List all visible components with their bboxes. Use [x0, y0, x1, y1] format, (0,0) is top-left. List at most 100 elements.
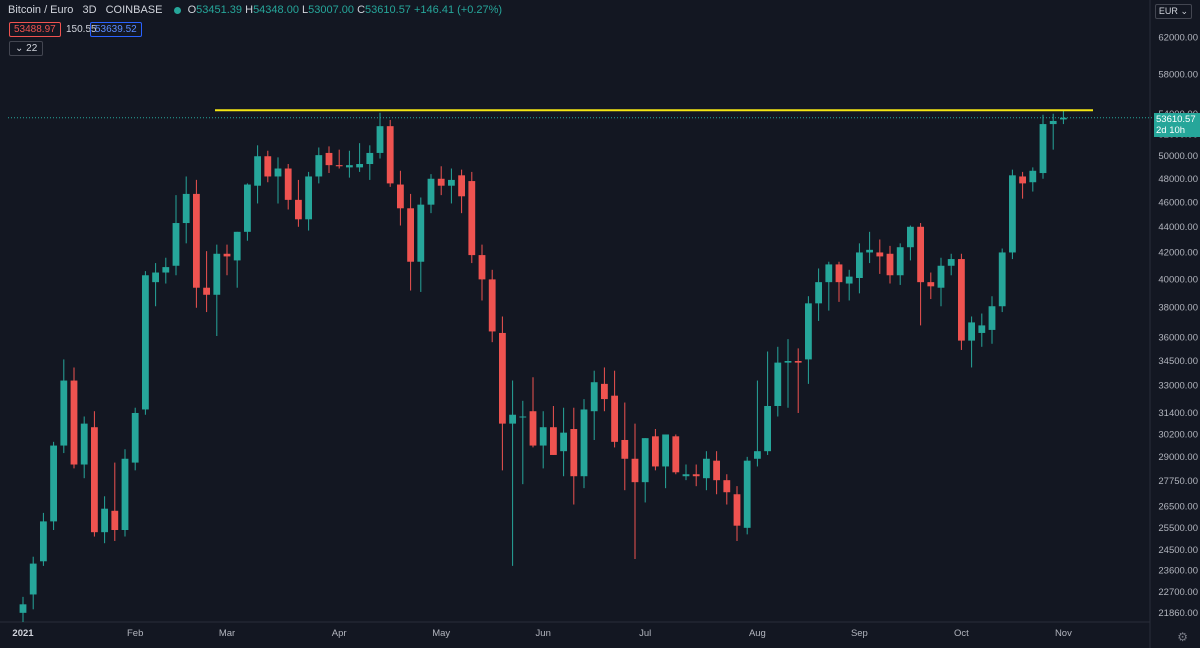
- candle-body: [641, 438, 649, 483]
- price-tick-label: 36000.00: [1158, 333, 1198, 344]
- price-tick-label: 38000.00: [1158, 303, 1198, 314]
- candle-body: [427, 178, 435, 205]
- candle-body: [876, 252, 884, 257]
- candle-body: [764, 405, 771, 452]
- spread-value: 150.55: [66, 24, 97, 35]
- candle-body: [621, 439, 629, 459]
- candle-body: [346, 165, 353, 168]
- candle-body: [1060, 117, 1067, 120]
- candle-body: [50, 445, 57, 522]
- price-tick-label: 34500.00: [1158, 356, 1198, 367]
- price-tick-label: 50000.00: [1158, 151, 1198, 162]
- candle-body: [631, 458, 639, 483]
- candle-body: [672, 436, 680, 473]
- candle-body: [80, 423, 88, 465]
- bar-countdown: 2d 10h: [1156, 125, 1186, 136]
- candle-body: [662, 434, 669, 467]
- candle-body: [60, 380, 68, 446]
- price-tick-label: 42000.00: [1158, 247, 1198, 258]
- price-tick-label: 40000.00: [1158, 274, 1198, 285]
- candle-body: [131, 412, 139, 463]
- candle-body: [335, 165, 343, 167]
- candle-body: [692, 474, 700, 477]
- candle-body: [845, 276, 853, 284]
- time-tick-label: Mar: [219, 628, 235, 639]
- time-tick-label: Nov: [1055, 628, 1072, 639]
- price-tick-label: 58000.00: [1158, 69, 1198, 80]
- candle-body: [478, 255, 486, 280]
- market-status-icon: [173, 6, 181, 14]
- candle-body: [142, 275, 149, 410]
- candle-body: [91, 427, 98, 533]
- interval-label[interactable]: 3D: [82, 4, 97, 16]
- price-tick-label: 48000.00: [1158, 174, 1198, 185]
- candle-body: [397, 184, 404, 209]
- candle-body: [325, 152, 333, 166]
- candle-body: [723, 480, 731, 493]
- high-label: H: [245, 4, 254, 16]
- candle-body: [560, 432, 567, 452]
- time-tick-label: Oct: [954, 628, 969, 639]
- sell-price-button[interactable]: 53488.97: [9, 22, 61, 37]
- price-tick-label: 31400.00: [1158, 408, 1198, 419]
- open-label: O: [187, 4, 197, 16]
- low-value: 53007.00: [308, 4, 355, 16]
- candle-body: [376, 126, 384, 153]
- price-tick-label: 33000.00: [1158, 381, 1198, 392]
- candle-body: [111, 510, 119, 531]
- candle-body: [40, 521, 47, 562]
- candle-body: [417, 204, 425, 262]
- time-tick-label: Apr: [332, 628, 347, 639]
- high-value: 54348.00: [253, 4, 299, 16]
- price-tick-label: 62000.00: [1158, 33, 1198, 44]
- candle-body: [193, 193, 200, 288]
- candle-body: [1049, 120, 1057, 125]
- candle-body: [254, 156, 261, 186]
- price-tick-label: 30200.00: [1158, 429, 1198, 440]
- price-tick-label: 25500.00: [1158, 523, 1198, 534]
- candle-body: [937, 265, 945, 288]
- currency-selector[interactable]: EUR ⌄: [1154, 4, 1192, 19]
- candle-body: [601, 383, 608, 400]
- candle-body: [866, 249, 873, 253]
- symbol-name[interactable]: Bitcoin / Euro: [8, 4, 74, 16]
- candle-body: [274, 168, 282, 177]
- candle-body: [448, 179, 455, 186]
- candle-body: [1039, 124, 1047, 174]
- candle-body: [733, 494, 741, 526]
- candle-body: [794, 361, 802, 363]
- candle-body: [19, 604, 27, 613]
- candle-body: [590, 382, 598, 412]
- candle-body: [784, 361, 792, 363]
- price-tick-label: 24500.00: [1158, 545, 1198, 556]
- time-tick-label: 2021: [12, 628, 34, 639]
- price-tick-label: 26500.00: [1158, 502, 1198, 513]
- buy-price-button[interactable]: 53639.52: [90, 22, 142, 37]
- candle-body: [529, 411, 537, 446]
- candle-body: [152, 272, 159, 283]
- open-value: 53451.39: [196, 4, 243, 16]
- price-tick-label: 22700.00: [1158, 587, 1198, 598]
- time-tick-label: Sep: [851, 628, 868, 639]
- candle-body: [223, 253, 231, 257]
- gear-icon[interactable]: ⚙: [1177, 630, 1188, 644]
- candle-body: [305, 176, 312, 220]
- candle-body: [1019, 176, 1026, 184]
- candle-body: [162, 267, 170, 273]
- candle-body: [856, 252, 863, 279]
- candle-body: [172, 223, 180, 266]
- candle-body: [947, 259, 955, 266]
- candle-body: [458, 175, 465, 197]
- candle-body: [213, 253, 221, 295]
- time-tick-label: Jul: [639, 628, 651, 639]
- chevron-down-icon: ⌄: [1180, 6, 1188, 16]
- price-tick-label: 44000.00: [1158, 222, 1198, 233]
- time-tick-label: Jun: [536, 628, 551, 639]
- exchange-label: COINBASE: [105, 4, 163, 16]
- last-price-label: 53610.57 2d 10h: [1154, 113, 1200, 137]
- indicators-toggle[interactable]: ⌄ 22: [9, 41, 44, 56]
- candle-body: [835, 264, 843, 283]
- candle-body: [886, 253, 894, 276]
- candle-body: [407, 208, 414, 262]
